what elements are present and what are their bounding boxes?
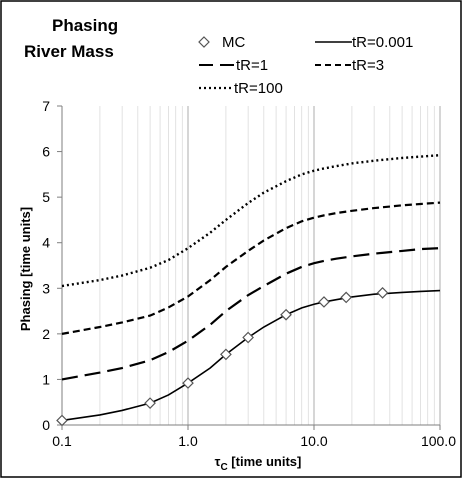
- y-axis-label: Phasing [time units]: [18, 207, 33, 331]
- x-axis-label-subscript: C: [220, 462, 227, 473]
- x-axis-label-units: [time units]: [228, 454, 302, 469]
- y-tick-label: 1: [42, 371, 50, 387]
- chart-title-line-1: Phasing: [52, 16, 118, 35]
- data-point-mc: [242, 331, 254, 344]
- legend-item-tr-1: tR=1: [199, 57, 268, 74]
- data-point-mc: [56, 414, 68, 427]
- y-tick-label: 5: [42, 189, 50, 205]
- data-point-mc: [280, 308, 292, 321]
- legend-label-tr-3: tR=3: [352, 57, 384, 74]
- legend-item-mc: MC: [198, 34, 245, 51]
- x-tick-label: 100.0: [421, 433, 456, 449]
- x-tick-label: 0.1: [52, 433, 72, 449]
- legend: MC tR=0.001 tR=1 tR=3 tR=100: [198, 34, 413, 97]
- data-point-mc: [144, 397, 156, 409]
- y-tick-label: 6: [42, 144, 50, 160]
- legend-label-mc: MC: [222, 34, 245, 51]
- data-point-mc: [340, 291, 353, 304]
- x-axis-label-tau: τ: [215, 454, 221, 469]
- legend-marker-diamond-icon: [198, 36, 210, 48]
- plot-area: 0 1 2 3 4 5 6 7 0.1 1.0 10.0 100.0: [42, 98, 456, 449]
- data-point-mc: [318, 296, 330, 308]
- series-line-tr-3: [61, 201, 441, 335]
- legend-item-tr-3: tR=3: [315, 57, 384, 74]
- legend-label-tr-0001: tR=0.001: [352, 34, 413, 51]
- x-tick-label: 10.0: [300, 433, 327, 449]
- data-point-mc: [220, 348, 232, 361]
- x-tick-label: 1.0: [178, 433, 198, 449]
- plot-background: [62, 106, 440, 425]
- y-tick-label: 0: [42, 417, 50, 433]
- y-tick-label: 4: [42, 235, 50, 251]
- series-line-tr-1: [61, 247, 441, 381]
- data-point-mc: [376, 286, 389, 299]
- legend-item-tr-100: tR=100: [199, 80, 283, 97]
- y-tick-label: 2: [42, 326, 50, 342]
- legend-label-tr-100: tR=100: [234, 80, 283, 97]
- data-point-mc: [182, 377, 194, 389]
- legend-label-tr-1: tR=1: [236, 57, 268, 74]
- legend-item-tr-0001: tR=0.001: [315, 34, 413, 51]
- x-axis-label: τC [time units]: [215, 454, 302, 473]
- chart-title-line-2: River Mass: [24, 42, 114, 61]
- y-tick-label: 7: [42, 98, 50, 114]
- y-tick-label: 3: [42, 280, 50, 296]
